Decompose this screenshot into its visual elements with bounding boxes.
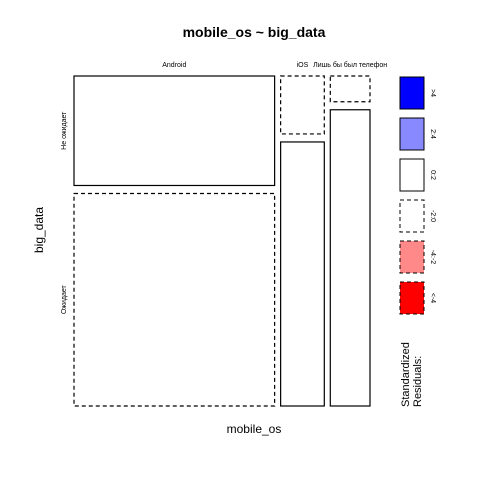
mosaic-tile	[280, 75, 325, 135]
legend-label: 2:4	[429, 129, 436, 139]
legend-swatch	[399, 281, 425, 315]
x-category-label: Android	[162, 62, 186, 69]
legend-label: -4:-2	[429, 250, 436, 265]
mosaic-tile	[280, 141, 325, 407]
legend-swatch	[399, 240, 425, 274]
mosaic-tile	[73, 75, 276, 187]
x-category-label: iOS	[297, 62, 309, 69]
y-category-label: Ожидает	[61, 285, 68, 315]
legend-label: <-4	[429, 293, 436, 303]
x-category-label: Лишь бы был телефон	[313, 61, 387, 69]
legend-swatch	[399, 76, 425, 110]
x-axis-label: mobile_os	[227, 422, 282, 436]
legend-title: StandardizedResiduals:	[400, 342, 424, 407]
legend-label: -2:0	[429, 210, 436, 222]
legend-label: 0:2	[429, 170, 436, 180]
y-category-label: Не ожидает	[61, 111, 68, 150]
legend-swatch	[399, 117, 425, 151]
mosaic-tiles	[73, 75, 371, 407]
legend-label: >4	[429, 89, 436, 97]
chart-title: mobile_os ~ big_data	[183, 24, 326, 40]
legend-swatch	[399, 158, 425, 192]
y-category-labels: Не ожидает Ожидает	[61, 111, 68, 314]
mosaic-tile	[329, 75, 371, 103]
mosaic-tile	[73, 192, 276, 407]
legend-swatch	[399, 199, 425, 233]
y-axis-label: big_data	[32, 207, 46, 253]
mosaic-tile	[329, 109, 371, 407]
residual-legend: >4 2:4 0:2 -2:0 -4:-2 <-4 StandardizedResidual…	[399, 76, 436, 407]
x-category-labels: Android iOS Лишь бы был телефон	[162, 61, 387, 69]
